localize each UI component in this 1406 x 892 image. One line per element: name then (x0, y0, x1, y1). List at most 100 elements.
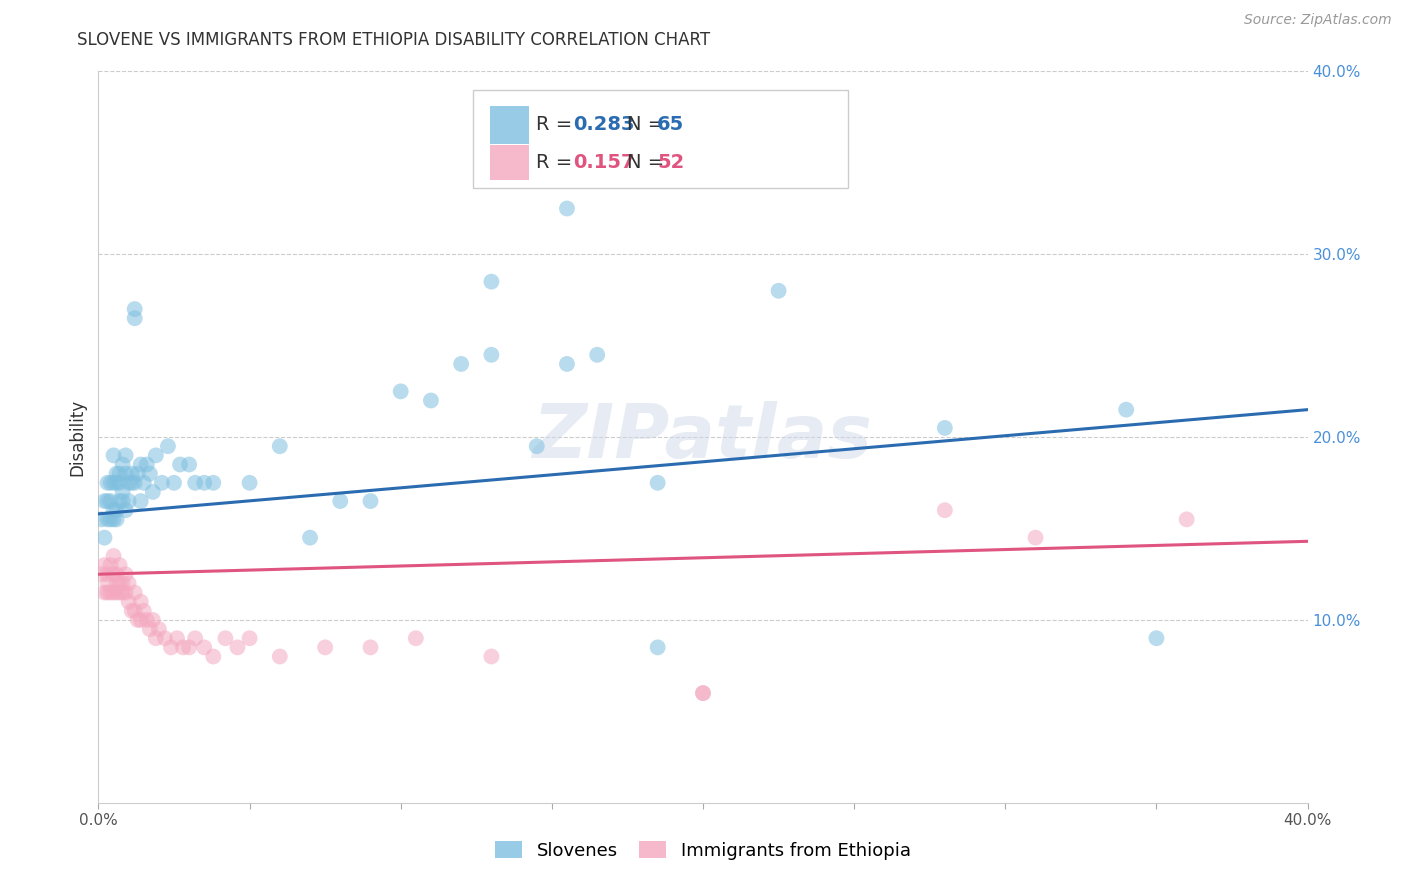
Text: 0.283: 0.283 (574, 115, 636, 135)
Point (934, 421, 956, 435)
Point (166, 632, 188, 646)
FancyBboxPatch shape (491, 106, 529, 144)
Point (360, 494, 382, 508)
Text: R =: R = (536, 153, 579, 171)
Point (481, 649, 503, 664)
Point (526, 439, 548, 453)
Point (121, 467, 143, 481)
Point (1144, 632, 1167, 646)
Point (111, 494, 134, 508)
Point (239, 632, 262, 646)
Point (93, 494, 115, 508)
Point (269, 439, 291, 453)
Point (103, 512, 125, 526)
Point (1024, 531, 1046, 545)
Point (129, 494, 152, 508)
Point (105, 567, 128, 582)
Point (124, 311, 146, 326)
Point (105, 475, 128, 490)
Point (555, 357, 578, 371)
Point (314, 640, 336, 655)
Point (226, 640, 249, 655)
Point (118, 494, 141, 508)
Point (179, 640, 201, 655)
Point (108, 576, 131, 591)
Text: N =: N = (627, 115, 671, 135)
Point (169, 458, 191, 472)
Point (420, 393, 443, 408)
Text: 52: 52 (657, 153, 685, 171)
Point (100, 512, 122, 526)
Point (105, 585, 128, 599)
Point (111, 576, 134, 591)
Point (202, 475, 225, 490)
Point (114, 567, 136, 582)
Point (124, 301, 146, 317)
Text: 0.157: 0.157 (574, 153, 636, 171)
Point (135, 613, 157, 627)
Point (184, 632, 207, 646)
Text: R =: R = (536, 115, 579, 135)
Point (114, 467, 136, 481)
Point (160, 640, 183, 655)
Point (163, 475, 186, 490)
Point (108, 494, 131, 508)
FancyBboxPatch shape (491, 145, 529, 179)
Point (132, 604, 155, 618)
Point (111, 585, 134, 599)
Point (1115, 402, 1137, 417)
Point (193, 475, 215, 490)
Legend: Slovenes, Immigrants from Ethiopia: Slovenes, Immigrants from Ethiopia (488, 834, 918, 867)
Y-axis label: Disability: Disability (69, 399, 87, 475)
Point (139, 622, 162, 636)
Point (105, 467, 128, 481)
Point (96, 475, 118, 490)
Point (114, 503, 136, 517)
Point (103, 448, 125, 462)
Point (193, 640, 215, 655)
Point (111, 458, 134, 472)
Point (90, 512, 112, 526)
Point (269, 649, 291, 664)
Point (124, 475, 146, 490)
Point (100, 475, 122, 490)
Point (184, 475, 207, 490)
Point (142, 485, 165, 500)
Text: SLOVENE VS IMMIGRANTS FROM ETHIOPIA DISABILITY CORRELATION CHART: SLOVENE VS IMMIGRANTS FROM ETHIOPIA DISA… (77, 31, 710, 49)
Point (105, 503, 128, 517)
Point (118, 576, 141, 591)
Point (108, 475, 131, 490)
Point (150, 475, 173, 490)
Point (692, 686, 714, 700)
Point (135, 458, 157, 472)
Point (360, 640, 382, 655)
Point (142, 613, 165, 627)
Point (108, 467, 131, 481)
Text: 65: 65 (657, 115, 685, 135)
Point (93, 531, 115, 545)
Point (139, 467, 162, 481)
Point (934, 503, 956, 517)
Point (129, 458, 152, 472)
Point (114, 448, 136, 462)
Point (329, 494, 352, 508)
FancyBboxPatch shape (474, 90, 848, 188)
Point (103, 585, 125, 599)
Point (153, 632, 176, 646)
Point (103, 475, 125, 490)
Point (118, 594, 141, 608)
Point (108, 585, 131, 599)
Point (90, 567, 112, 582)
Point (108, 558, 131, 573)
Point (647, 640, 669, 655)
Point (111, 485, 134, 500)
Point (555, 202, 578, 216)
Point (121, 604, 143, 618)
Point (103, 549, 125, 563)
Point (103, 567, 125, 582)
Point (586, 348, 609, 362)
Text: N =: N = (627, 153, 671, 171)
Point (129, 613, 152, 627)
Point (239, 475, 262, 490)
Point (145, 448, 167, 462)
